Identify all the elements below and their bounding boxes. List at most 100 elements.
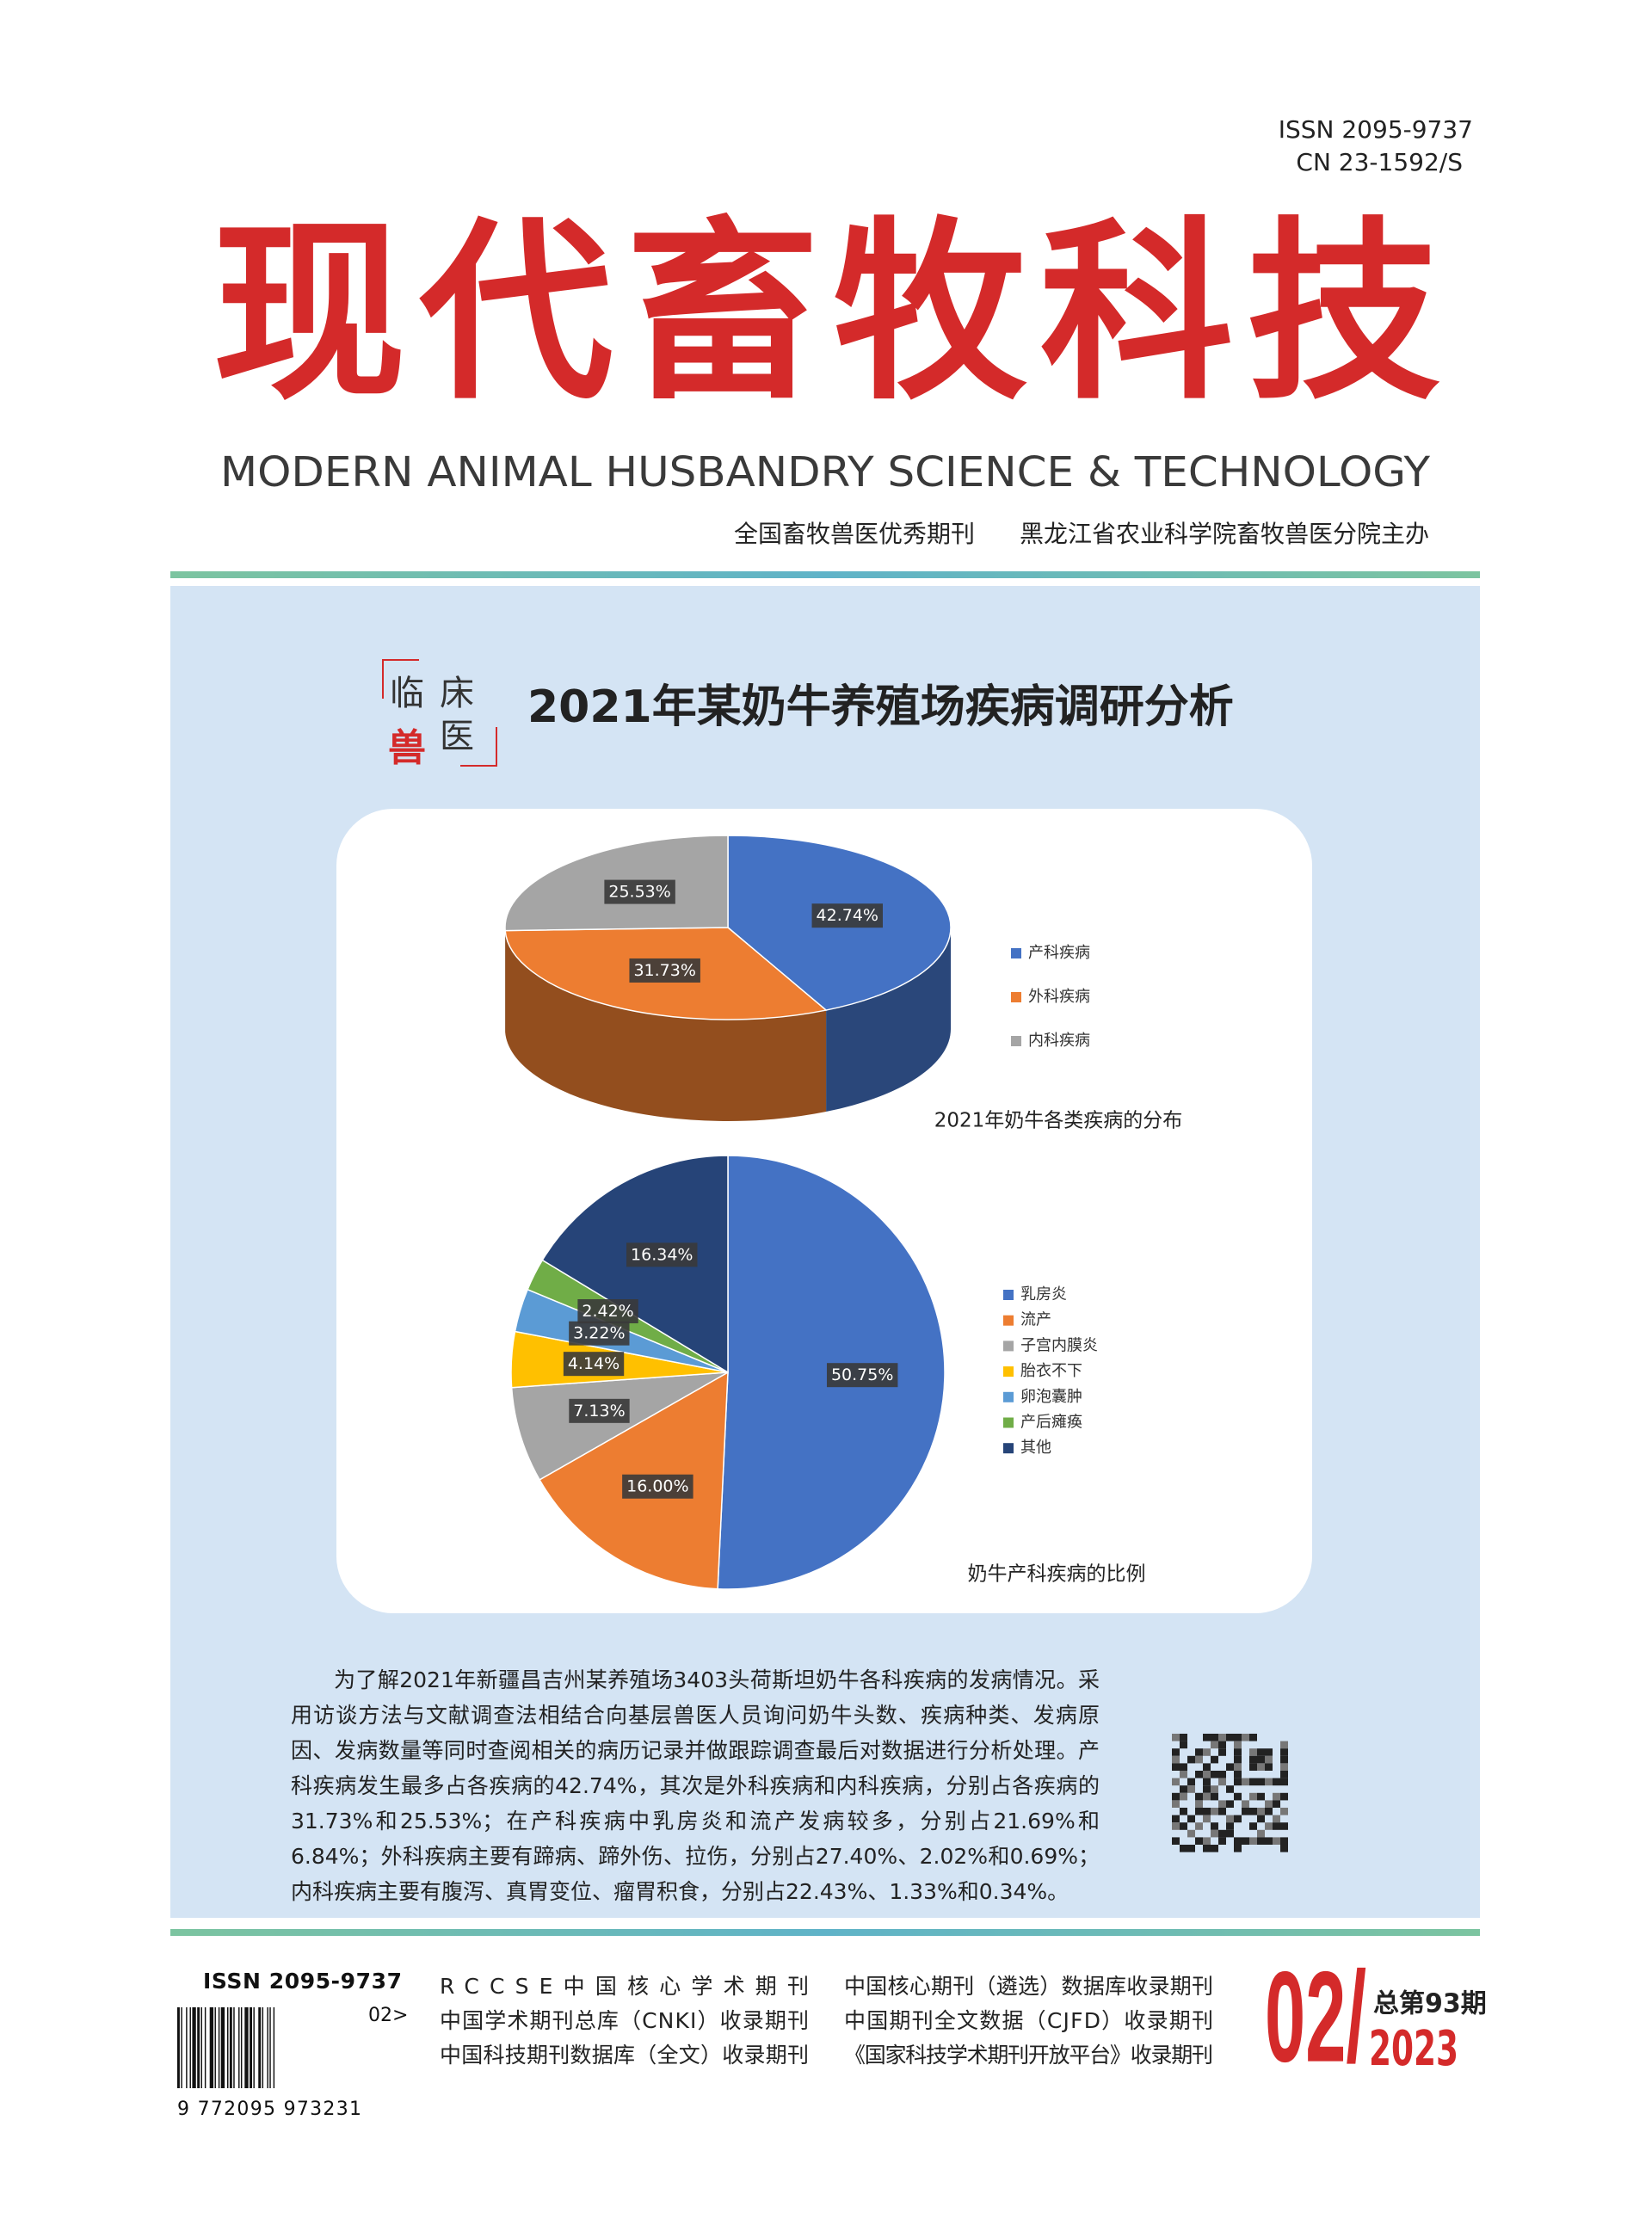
bar-stripe xyxy=(192,2007,196,2088)
legend-swatch xyxy=(1003,1290,1014,1300)
qr-cell xyxy=(1242,1808,1249,1815)
qr-cell xyxy=(1195,1771,1203,1778)
qr-cell xyxy=(1172,1800,1180,1808)
legend-swatch xyxy=(1003,1341,1014,1352)
legend-label: 外科疾病 xyxy=(1028,988,1090,1006)
legend-label: 流产 xyxy=(1020,1311,1051,1329)
qr-cell xyxy=(1234,1792,1242,1801)
qr-cell xyxy=(1280,1763,1288,1771)
qr-cell xyxy=(1203,1763,1211,1771)
qr-cell xyxy=(1234,1837,1242,1845)
qr-cell xyxy=(1249,1755,1257,1764)
indexing: 中国期刊全文数据（CJFD）收录期刊 xyxy=(844,2008,1213,2033)
legend-swatch xyxy=(1011,948,1021,958)
value-label: 50.75% xyxy=(831,1365,893,1384)
slice-side xyxy=(505,930,827,1121)
qr-cell xyxy=(1257,1748,1265,1756)
qr-cell xyxy=(1211,1829,1218,1838)
qr-cell xyxy=(1226,1822,1234,1830)
bar-stripe xyxy=(250,2007,252,2088)
value-label: 25.53% xyxy=(608,883,670,902)
qr-cell xyxy=(1211,1771,1218,1778)
qr-cell xyxy=(1257,1755,1265,1764)
qr-cell xyxy=(1242,1778,1249,1786)
qr-cell xyxy=(1280,1822,1288,1830)
bar-stripe xyxy=(267,2007,268,2088)
qr-cell xyxy=(1211,1741,1218,1749)
qr-cell xyxy=(1257,1829,1265,1838)
chart-title: 2021年奶牛各类疾病的分布 xyxy=(934,1110,1183,1132)
qr-cell xyxy=(1180,1792,1187,1801)
qr-cell xyxy=(1172,1763,1180,1771)
bar-stripe xyxy=(200,2007,202,2088)
label-box xyxy=(569,1321,630,1346)
qr-cell xyxy=(1265,1837,1273,1845)
qr-cell xyxy=(1180,1822,1187,1830)
journal-title: 现代畜牧科技 xyxy=(213,207,1440,422)
qr-cell xyxy=(1257,1763,1265,1771)
qr-cell xyxy=(1280,1845,1288,1852)
qr-cell xyxy=(1273,1837,1280,1845)
bar-stripe xyxy=(238,2007,240,2088)
qr-cell xyxy=(1234,1734,1242,1741)
qr-cell xyxy=(1265,1748,1273,1756)
qr-cell xyxy=(1180,1785,1187,1793)
qr-cell xyxy=(1226,1800,1234,1808)
qr-cell xyxy=(1280,1837,1288,1845)
cn: CN 23-1592/S xyxy=(1296,148,1463,176)
legend-label: 子宫内膜炎 xyxy=(1020,1336,1098,1354)
qr-cell xyxy=(1273,1778,1280,1786)
qr-cell xyxy=(1226,1785,1234,1793)
qr-cell xyxy=(1172,1755,1180,1764)
qr-cell xyxy=(1195,1800,1203,1808)
qr-cell xyxy=(1265,1808,1273,1815)
qr-cell xyxy=(1218,1837,1226,1845)
bar-stripe xyxy=(220,2007,225,2088)
bar-stripe xyxy=(262,2007,264,2088)
badge-char: 床 xyxy=(440,674,474,713)
badge-bracket xyxy=(382,659,419,699)
qr-cell xyxy=(1242,1734,1249,1741)
qr-cell xyxy=(1211,1755,1218,1764)
feature-title: 2021年某奶牛养殖场疾病调研分析 xyxy=(527,681,1234,733)
qr-cell xyxy=(1195,1792,1203,1801)
qr-cell xyxy=(1218,1771,1226,1778)
qr-cell xyxy=(1203,1734,1211,1741)
qr-cell xyxy=(1180,1741,1187,1749)
label-box xyxy=(622,1474,693,1499)
qr-cell xyxy=(1203,1792,1211,1801)
qr-cell xyxy=(1257,1815,1265,1823)
qr-cell xyxy=(1211,1822,1218,1830)
qr-cell xyxy=(1180,1763,1187,1771)
qr-cell xyxy=(1218,1808,1226,1815)
qr-cell xyxy=(1211,1734,1218,1741)
badge-char: 兽 xyxy=(388,727,426,769)
rule xyxy=(170,571,1480,578)
qr-cell xyxy=(1249,1808,1257,1815)
qr-cell xyxy=(1249,1822,1257,1830)
qr-cell xyxy=(1211,1785,1218,1793)
label-box xyxy=(811,903,883,928)
bar-stripe xyxy=(189,2007,191,2088)
qr-cell xyxy=(1234,1748,1242,1756)
qr-cell xyxy=(1234,1771,1242,1778)
legend-swatch xyxy=(1003,1391,1014,1402)
total-issue: 总第93期 xyxy=(1373,1989,1487,2019)
qr-cell xyxy=(1203,1837,1211,1845)
qr-cell xyxy=(1280,1808,1288,1815)
barcode-number: 9 772095 973231 xyxy=(177,2099,361,2120)
english-title: MODERN ANIMAL HUSBANDRY SCIENCE & TECHNO… xyxy=(220,448,1431,496)
barcode xyxy=(177,2007,275,2088)
qr-cell xyxy=(1187,1829,1195,1838)
qr-cell xyxy=(1273,1792,1280,1801)
footer-issn: ISSN 2095-9737 xyxy=(203,1969,402,1994)
qr-cell xyxy=(1218,1778,1226,1786)
qr-cell xyxy=(1172,1822,1180,1830)
bar-stripe xyxy=(240,2007,243,2088)
barcode-addon: 02> xyxy=(368,2005,408,2026)
qr-cell xyxy=(1280,1792,1288,1801)
qr-cell xyxy=(1203,1815,1211,1823)
qr-cell xyxy=(1242,1800,1249,1808)
legend-swatch xyxy=(1003,1315,1014,1326)
year: 2023 xyxy=(1369,2021,1458,2077)
